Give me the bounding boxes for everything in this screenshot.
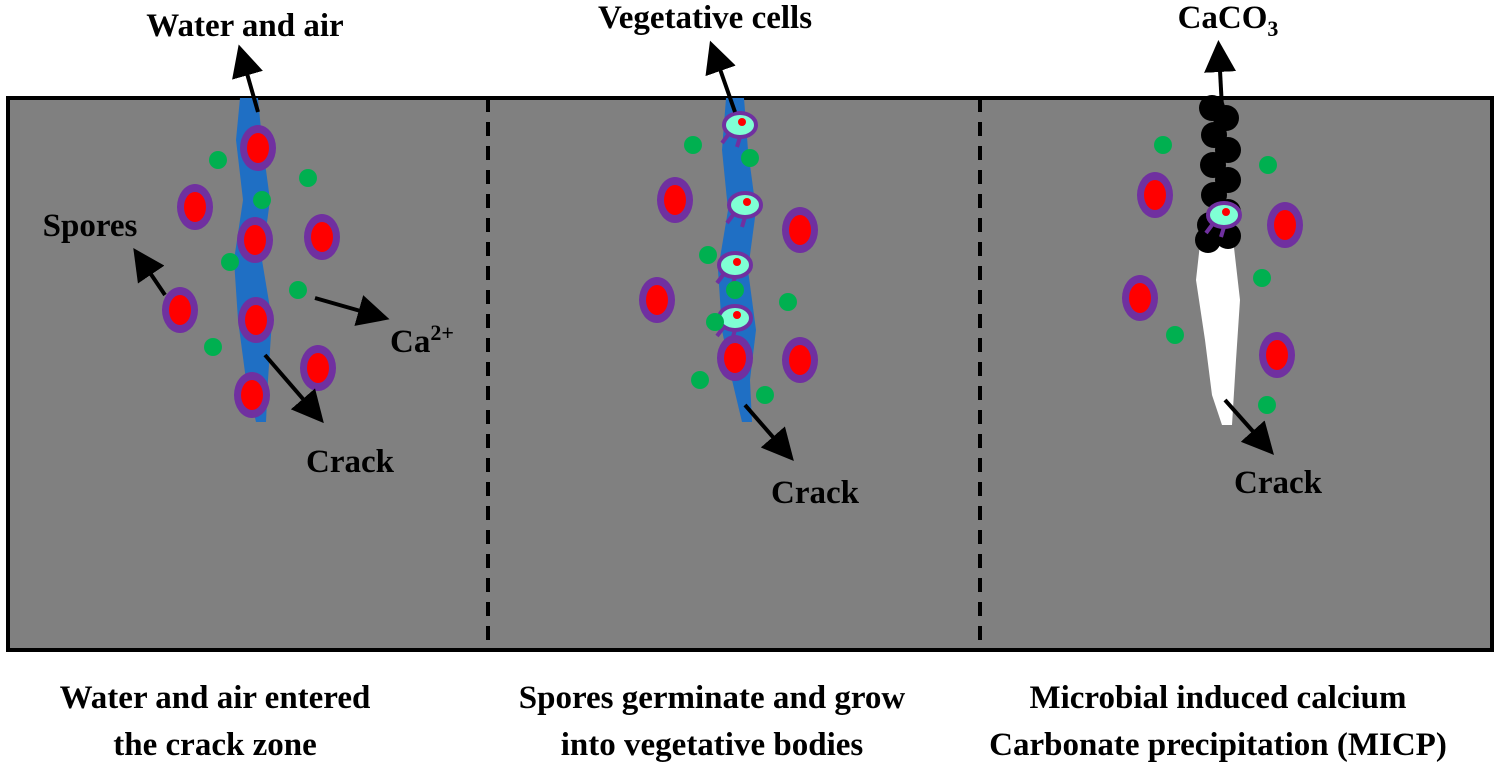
arrow [133,248,167,297]
particle [1259,332,1295,378]
particle [234,372,270,418]
label-sub: 3 [1267,16,1278,41]
particle [639,277,675,323]
particle [726,281,744,299]
caption: Spores germinate and grow [519,680,906,716]
particle [1267,202,1303,248]
particle [240,125,276,171]
particle [741,149,759,167]
arrow [314,295,390,326]
particle [237,217,273,263]
panel-2: Vegetative cells Crack [598,0,860,511]
arrow [1204,40,1237,109]
caption: Water and air entered [60,680,371,716]
particle [289,281,307,299]
label: Ca [390,324,430,360]
arrow [1223,398,1274,455]
crack [1196,226,1240,425]
particle [1166,326,1184,344]
label: Crack [1234,465,1323,501]
panel-3: CaCO3 Crack [1122,0,1323,501]
caption: Carbonate precipitation (MICP) [989,727,1447,763]
panel-1: Water and air Spores Ca2+ Crack [43,8,454,480]
label: CaCO3 [1178,0,1279,41]
particle [782,207,818,253]
particle [1137,172,1173,218]
arrow [743,403,794,462]
label: Spores [43,208,138,244]
label: Crack [771,475,860,511]
particle [209,151,227,169]
particle [779,293,797,311]
particle [221,253,239,271]
label: Water and air [146,8,343,44]
particle [304,214,340,260]
particle [699,246,717,264]
label: Crack [306,444,395,480]
particle [782,337,818,383]
particle [238,297,274,343]
arrow [705,40,737,113]
particle [162,287,198,333]
particle [253,191,271,209]
particle [1154,136,1172,154]
particle [684,136,702,154]
particle [1253,269,1271,287]
caption: into vegetative bodies [561,727,864,763]
arrow [232,44,263,113]
particle [204,338,222,356]
caption: Microbial induced calcium [1029,680,1406,716]
label: Vegetative cells [598,0,812,36]
arrow [263,353,324,424]
label: CaCO [1178,0,1268,36]
particle [300,345,336,391]
particle [691,371,709,389]
caption: the crack zone [113,727,316,763]
label-sup: 2+ [430,320,454,345]
particle [706,313,724,331]
particle [756,386,774,404]
particle [299,169,317,187]
particle [1259,156,1277,174]
label: Ca2+ [390,320,454,360]
particle [657,177,693,223]
particle [1258,396,1276,414]
particle [717,335,753,381]
particle [1122,275,1158,321]
particle [177,184,213,230]
